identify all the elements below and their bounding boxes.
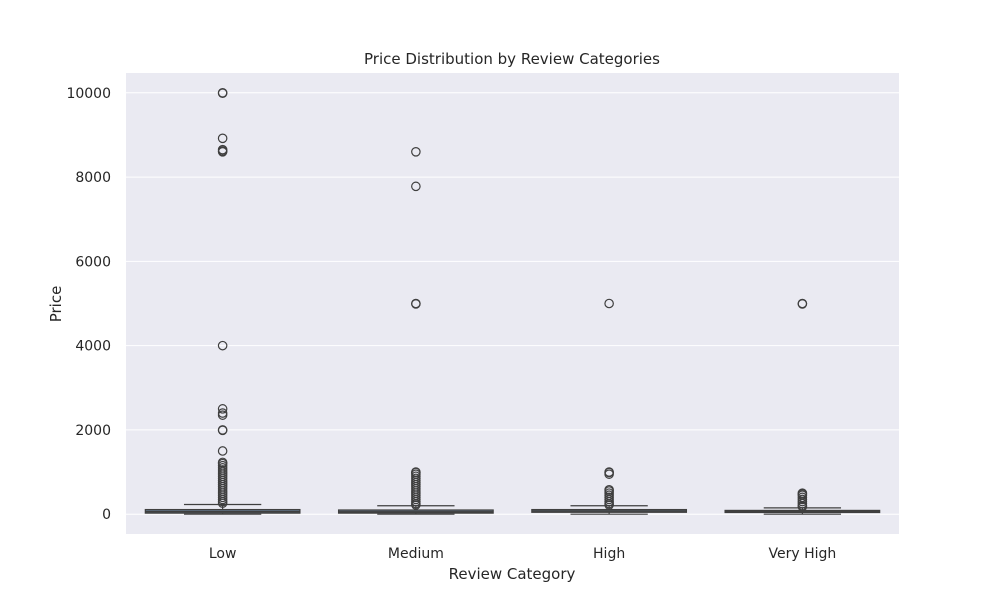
outlier-point bbox=[217, 146, 228, 157]
outlier-point bbox=[411, 146, 421, 157]
y-tick-label: 2000 bbox=[75, 423, 111, 439]
outlier-point bbox=[217, 88, 228, 99]
outlier-point bbox=[797, 299, 808, 309]
boxes bbox=[144, 88, 881, 515]
outlier-point bbox=[797, 501, 808, 512]
x-tick-label: Very High bbox=[768, 546, 836, 562]
chart-title: Price Distribution by Review Categories bbox=[364, 50, 660, 68]
outlier-point bbox=[217, 404, 228, 414]
outlier-point bbox=[217, 133, 228, 144]
outlier-point bbox=[217, 410, 228, 420]
outlier-point bbox=[217, 340, 228, 351]
box-group bbox=[144, 88, 301, 515]
outlier-point bbox=[217, 446, 228, 456]
x-tick-label: Medium bbox=[388, 546, 444, 562]
outlier-point bbox=[604, 500, 614, 510]
y-tick-label: 10000 bbox=[66, 86, 111, 102]
outlier-point bbox=[604, 469, 614, 479]
box-group bbox=[337, 146, 494, 515]
y-axis-label: Price bbox=[47, 286, 65, 323]
y-tick-label: 0 bbox=[102, 507, 111, 523]
plot-background bbox=[126, 73, 899, 534]
y-tick-label: 6000 bbox=[75, 254, 111, 270]
box-group bbox=[531, 298, 688, 515]
outlier-point bbox=[217, 498, 228, 509]
y-tick-label: 8000 bbox=[75, 170, 111, 186]
outlier-point bbox=[217, 425, 228, 436]
x-tick-label: High bbox=[593, 546, 625, 562]
outlier-point bbox=[411, 500, 421, 510]
outlier-point bbox=[411, 181, 421, 192]
outlier-point bbox=[604, 298, 614, 309]
x-tick-label: Low bbox=[209, 546, 237, 562]
tick-labels: 0 2000 4000 6000 8000 10000 Low Medium High Very … bbox=[66, 86, 836, 562]
x-axis-label: Review Category bbox=[449, 565, 576, 583]
y-tick-label: 4000 bbox=[75, 339, 111, 355]
box-group bbox=[724, 298, 881, 515]
outlier-point bbox=[411, 299, 421, 309]
